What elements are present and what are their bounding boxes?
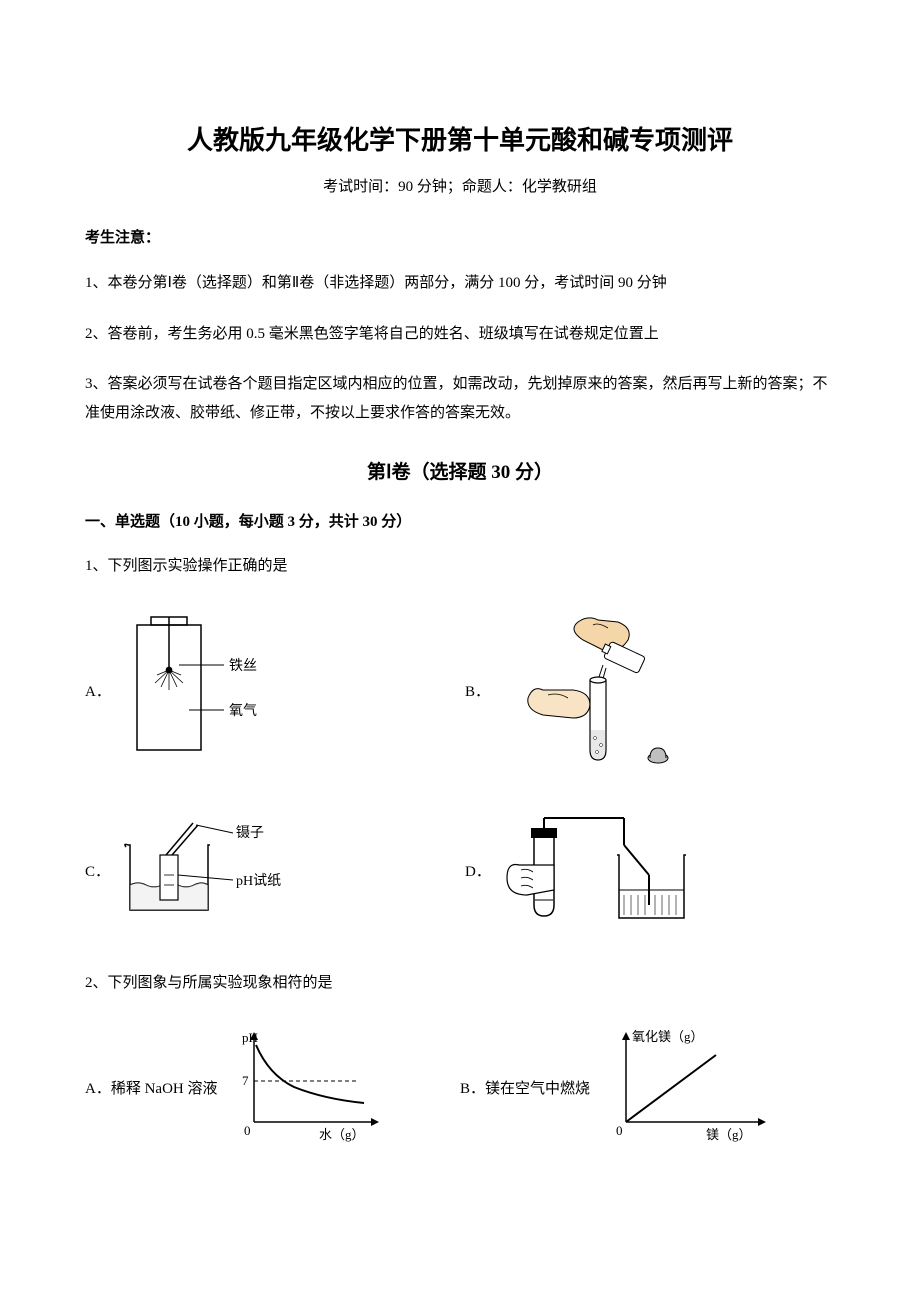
q2-chart-b: 氧化镁（g） 0 镁（g） [596,1027,786,1147]
label-ph-paper: pH试纸 [236,873,281,889]
notice-item-3: 3、答案必须写在试卷各个题目指定区域内相应的位置，如需改动，先划掉原来的答案，然… [85,370,835,427]
q1-opt-c: C． 镊子 [85,815,455,925]
exam-subtitle: 考试时间：90 分钟；命题人：化学教研组 [85,175,835,196]
q1-opt-c-label: C． [85,860,110,881]
q2-text: 2、下列图象与所属实验现象相符的是 [85,970,835,997]
q1-diagram-c: 镊子 pH试纸 [118,815,318,925]
chartB-ylabel: 氧化镁（g） [632,1029,704,1044]
exam-title: 人教版九年级化学下册第十单元酸和碱专项测评 [85,120,835,157]
label-iron-wire: 铁丝 [229,658,257,674]
section-1-header: 第Ⅰ卷（选择题 30 分） [85,457,835,484]
q1-diagram-a: 铁丝 氧气 [119,615,294,765]
chartA-ytick: 7 [242,1073,249,1088]
q1-row-cd: C． 镊子 [85,810,835,930]
q2-opt-b: B．镁在空气中燃烧 氧化镁（g） 0 镁（g） [460,1027,835,1147]
q2-opt-b-label: B．镁在空气中燃烧 [460,1077,590,1098]
label-oxygen: 氧气 [229,703,257,719]
chartA-ylabel: pH [242,1030,258,1045]
q1-opt-b: B． [465,610,835,770]
exam-page: 人教版九年级化学下册第十单元酸和碱专项测评 考试时间：90 分钟；命题人：化学教… [0,0,920,1302]
q2-chart-a: pH 7 0 水（g） [224,1027,394,1147]
q1-opt-b-label: B． [465,680,490,701]
chartB-origin: 0 [616,1123,623,1138]
chartA-origin: 0 [244,1123,251,1138]
q1-opt-a-label: A． [85,680,111,701]
q1-row-ab: A． [85,610,835,770]
q2-opt-a: A．稀释 NaOH 溶液 pH 7 0 水（g [85,1027,460,1147]
q1-text: 1、下列图示实验操作正确的是 [85,553,835,580]
notice-item-1: 1、本卷分第Ⅰ卷（选择题）和第Ⅱ卷（非选择题）两部分，满分 100 分，考试时间… [85,269,835,298]
notice-item-2: 2、答卷前，考生务必用 0.5 毫米黑色签字笔将自己的姓名、班级填写在试卷规定位… [85,320,835,349]
label-tweezers: 镊子 [236,825,264,841]
notice-header: 考生注意： [85,226,835,247]
q1-diagram-b [498,610,688,770]
q1-opt-d: D． [465,810,835,930]
chartB-xlabel: 镁（g） [706,1127,752,1142]
chartA-xlabel: 水（g） [319,1127,365,1142]
mcq-group-header: 一、单选题（10 小题，每小题 3 分，共计 30 分） [85,510,835,531]
q1-opt-a: A． [85,615,455,765]
q1-opt-d-label: D． [465,860,491,881]
q2-opt-a-label: A．稀释 NaOH 溶液 [85,1077,218,1098]
q2-row-ab: A．稀释 NaOH 溶液 pH 7 0 水（g [85,1027,835,1147]
q1-diagram-d [499,810,699,930]
